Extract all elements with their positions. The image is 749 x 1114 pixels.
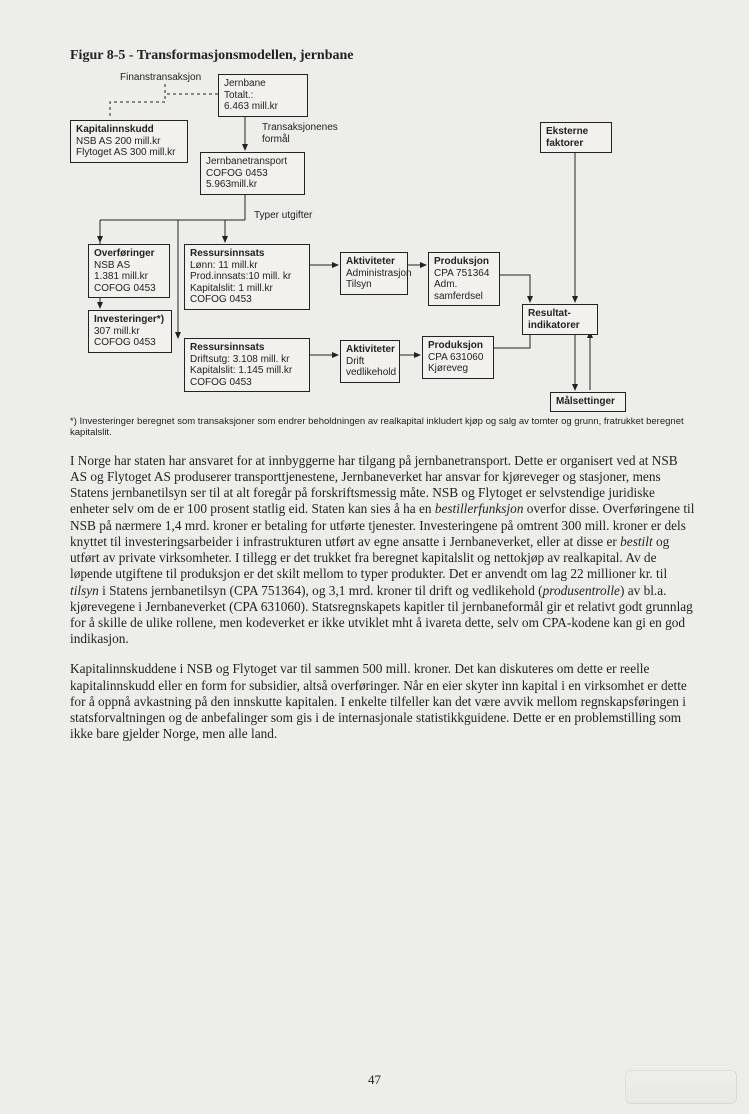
p1-d: i Statens jernbanetilsyn (CPA 751364), o… — [99, 583, 543, 598]
page: Figur 8-5 - Transformasjonsmodellen, jer… — [0, 0, 749, 1114]
box-resultatindikatorer: Resultat-indikatorer — [522, 304, 598, 335]
box-investeringer: Investeringer*)307 mill.krCOFOG 0453 — [88, 310, 172, 353]
box-ressursinnsats-2: RessursinnsatsDriftsutg: 3.108 mill. krK… — [184, 338, 310, 392]
box-produksjon-1: ProduksjonCPA 751364Adm.samferdsel — [428, 252, 500, 306]
p1-italic-4: produsentrolle — [543, 583, 620, 598]
scan-artifact — [625, 1070, 737, 1104]
label-typer-utgifter: Typer utgifter — [254, 210, 312, 222]
box-aktiviteter-1: AktiviteterAdministrasjonTilsyn — [340, 252, 408, 295]
box-aktiviteter-2: AktiviteterDriftvedlikehold — [340, 340, 400, 383]
box-produksjon-2: ProduksjonCPA 631060Kjøreveg — [422, 336, 494, 379]
p1-italic-1: bestillerfunksjon — [435, 501, 524, 516]
box-jernbanetransport: JernbanetransportCOFOG 04535.963mill.kr — [200, 152, 305, 195]
paragraph-1: I Norge har staten har ansvaret for at i… — [70, 453, 695, 648]
box-eksterne-faktorer: Eksternefaktorer — [540, 122, 612, 153]
figure-title: Figur 8-5 - Transformasjonsmodellen, jer… — [70, 48, 695, 64]
figure-footnote: *) Investeringer beregnet som transaksjo… — [70, 416, 695, 439]
box-malsettinger: Målsettinger — [550, 392, 626, 412]
paragraph-2: Kapitalinnskuddene i NSB og Flytoget var… — [70, 661, 695, 742]
box-ressursinnsats-1: RessursinnsatsLønn: 11 mill.krProd.innsa… — [184, 244, 310, 310]
box-jernbane-totalt: JernbaneTotalt.:6.463 mill.kr — [218, 74, 308, 117]
p1-italic-2: bestilt — [620, 534, 653, 549]
box-kapitalinnskudd: KapitalinnskuddNSB AS 200 mill.krFlytoge… — [70, 120, 188, 163]
label-finanstransaksjon: Finanstransaksjon — [120, 72, 201, 84]
body-text: I Norge har staten har ansvaret for at i… — [70, 453, 695, 743]
p1-italic-3: tilsyn — [70, 583, 99, 598]
label-transaksjonenes-formal: Transaksjonenesformål — [262, 122, 338, 145]
flow-diagram: Finanstransaksjon JernbaneTotalt.:6.463 … — [70, 70, 630, 410]
box-overforinger: OverføringerNSB AS1.381 mill.krCOFOG 045… — [88, 244, 170, 298]
